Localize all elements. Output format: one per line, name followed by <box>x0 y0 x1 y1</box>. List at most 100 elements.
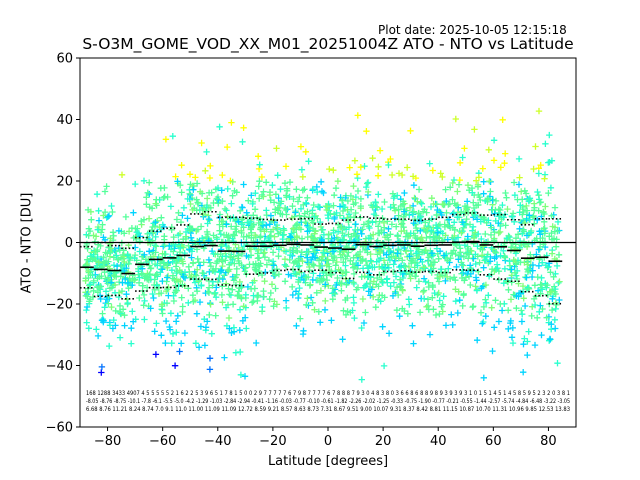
scatter-point <box>528 312 535 320</box>
scatter-point <box>178 294 185 301</box>
scatter-point <box>258 173 266 181</box>
scatter-point <box>146 271 154 278</box>
scatter-point <box>235 252 242 259</box>
scatter-point <box>516 174 523 181</box>
scatter-point <box>252 232 259 239</box>
scatter-point <box>394 250 401 257</box>
scatter-point <box>295 255 303 262</box>
scatter-point <box>473 287 481 294</box>
x-tick-label: −20 <box>259 434 286 449</box>
scatter-point <box>141 275 148 282</box>
scatter-point <box>377 298 384 305</box>
scatter-point <box>317 262 324 270</box>
scatter-point <box>118 262 125 270</box>
scatter-point <box>251 206 259 213</box>
scatter-point <box>376 249 384 257</box>
scatter-point <box>503 194 510 201</box>
scatter-point <box>136 248 143 255</box>
scatter-point <box>281 278 289 285</box>
scatter-point <box>229 192 236 199</box>
scatter-point <box>263 179 270 186</box>
scatter-point <box>493 253 500 261</box>
scatter-point <box>390 279 398 286</box>
scatter-point <box>527 251 534 258</box>
scatter-point <box>495 206 502 213</box>
scatter-point <box>224 185 231 193</box>
scatter-point <box>454 188 461 195</box>
scatter-point <box>267 228 275 235</box>
scatter-point <box>334 274 341 282</box>
scatter-point <box>495 229 502 237</box>
scatter-point <box>148 257 156 264</box>
scatter-point <box>93 248 101 255</box>
scatter-point <box>214 196 222 204</box>
scatter-point <box>475 174 483 181</box>
scatter-point <box>507 317 514 325</box>
scatter-point <box>479 246 486 253</box>
scatter-point <box>512 235 520 242</box>
scatter-point <box>500 242 508 249</box>
scatter-point <box>548 306 556 314</box>
scatter-point <box>537 290 544 297</box>
scatter-point <box>186 171 194 178</box>
scatter-point <box>513 275 521 283</box>
scatter-point <box>169 272 177 279</box>
scatter-point <box>145 215 153 222</box>
scatter-point <box>450 274 458 281</box>
scatter-point <box>162 339 169 347</box>
scatter-point <box>329 257 337 264</box>
scatter-point <box>275 246 283 253</box>
scatter-point <box>114 255 121 263</box>
scatter-point <box>539 234 546 242</box>
scatter-point <box>151 286 158 293</box>
scatter-point <box>465 245 472 253</box>
scatter-point <box>256 195 263 202</box>
scatter-point <box>456 176 463 184</box>
scatter-point <box>214 251 221 258</box>
scatter-point <box>378 205 386 213</box>
scatter-point <box>548 157 556 164</box>
scatter-point <box>372 218 380 225</box>
scatter-point <box>525 198 532 205</box>
scatter-point <box>297 205 305 212</box>
scatter-point <box>178 162 185 169</box>
scatter-point <box>328 271 335 278</box>
scatter-point <box>524 351 531 359</box>
scatter-point <box>180 204 188 211</box>
scatter-point <box>414 198 421 205</box>
scatter-point <box>443 209 450 216</box>
scatter-point <box>292 209 299 216</box>
scatter-point <box>449 224 457 231</box>
scatter-point <box>289 291 296 299</box>
scatter-point <box>151 242 159 249</box>
scatter-point <box>120 253 128 260</box>
scatter-point <box>222 257 229 264</box>
y-tick-label: 60 <box>56 52 73 67</box>
scatter-point <box>175 255 182 262</box>
scatter-point <box>407 127 414 134</box>
scatter-point <box>399 257 406 264</box>
scatter-point <box>462 250 470 257</box>
scatter-point <box>328 252 335 260</box>
scatter-point <box>408 257 416 265</box>
scatter-point <box>347 192 355 200</box>
scatter-point <box>262 268 269 276</box>
scatter-point <box>407 275 414 282</box>
scatter-point <box>390 194 397 202</box>
scatter-point <box>157 269 164 276</box>
scatter-point <box>552 325 559 332</box>
scatter-point <box>224 266 232 274</box>
scatter-point <box>254 250 261 257</box>
scatter-point <box>186 274 194 281</box>
scatter-point <box>240 181 247 188</box>
scatter-point <box>209 278 217 285</box>
scatter-point <box>357 202 364 210</box>
scatter-point <box>90 287 97 294</box>
scatter-point <box>282 248 290 255</box>
scatter-point <box>266 191 274 199</box>
scatter-point <box>281 256 289 263</box>
scatter-point <box>344 197 352 205</box>
scatter-point <box>332 262 339 269</box>
scatter-point <box>395 291 402 299</box>
scatter-point <box>400 213 407 221</box>
